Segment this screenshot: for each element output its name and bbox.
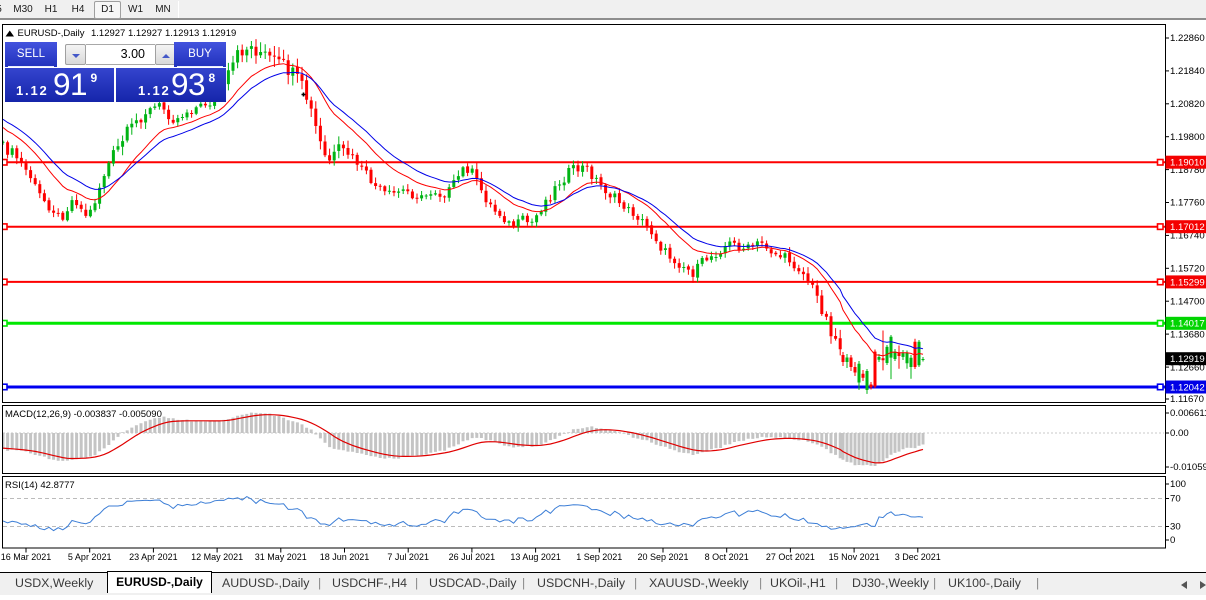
svg-text:MACD(12,26,9) -0.003837 -0.005: MACD(12,26,9) -0.003837 -0.005090 [5, 409, 162, 420]
svg-text:12 May 2021: 12 May 2021 [191, 552, 243, 562]
svg-text:31 May 2021: 31 May 2021 [255, 552, 307, 562]
svg-text:-0.010599: -0.010599 [1170, 462, 1206, 473]
svg-text:5 Apr 2021: 5 Apr 2021 [68, 552, 112, 562]
svg-text:RSI(14) 42.8777: RSI(14) 42.8777 [5, 480, 75, 491]
svg-text:1.12919: 1.12919 [1170, 354, 1205, 365]
svg-text:23 Apr 2021: 23 Apr 2021 [129, 552, 178, 562]
svg-text:1.14700: 1.14700 [1170, 296, 1205, 307]
svg-text:8 Oct 2021: 8 Oct 2021 [705, 552, 749, 562]
svg-text:13 Aug 2021: 13 Aug 2021 [510, 552, 561, 562]
svg-text:EURUSD-,Daily: EURUSD-,Daily [18, 28, 85, 39]
svg-text:0.00: 0.00 [1170, 428, 1189, 439]
svg-text:0.006611: 0.006611 [1170, 408, 1206, 419]
svg-text:1.12927 1.12927 1.12913 1.1291: 1.12927 1.12927 1.12913 1.12919 [91, 28, 236, 39]
svg-text:1.22860: 1.22860 [1170, 33, 1205, 44]
svg-text:70: 70 [1170, 494, 1181, 505]
svg-text:1.19010: 1.19010 [1170, 158, 1205, 169]
svg-text:1.17012: 1.17012 [1170, 222, 1205, 233]
svg-text:27 Oct 2021: 27 Oct 2021 [766, 552, 815, 562]
svg-text:0: 0 [1170, 535, 1175, 546]
svg-text:1.20820: 1.20820 [1170, 99, 1205, 110]
svg-text:18 Jun 2021: 18 Jun 2021 [320, 552, 370, 562]
svg-text:100: 100 [1170, 479, 1186, 490]
svg-text:15 Nov 2021: 15 Nov 2021 [829, 552, 880, 562]
svg-text:1.11670: 1.11670 [1170, 394, 1204, 405]
svg-text:16 Mar 2021: 16 Mar 2021 [1, 552, 52, 562]
svg-text:1.14017: 1.14017 [1170, 319, 1205, 330]
svg-text:3 Dec 2021: 3 Dec 2021 [895, 552, 941, 562]
svg-text:1.13680: 1.13680 [1170, 329, 1205, 340]
svg-text:1.19800: 1.19800 [1170, 132, 1205, 143]
svg-text:30: 30 [1170, 522, 1181, 533]
svg-text:1 Sep 2021: 1 Sep 2021 [576, 552, 622, 562]
svg-text:1.15299: 1.15299 [1170, 277, 1205, 288]
svg-text:26 Jul 2021: 26 Jul 2021 [449, 552, 496, 562]
svg-text:1.21840: 1.21840 [1170, 66, 1205, 77]
svg-text:20 Sep 2021: 20 Sep 2021 [637, 552, 688, 562]
svg-text:1.12042: 1.12042 [1170, 382, 1205, 393]
svg-text:1.15720: 1.15720 [1170, 264, 1205, 275]
svg-text:7 Jul 2021: 7 Jul 2021 [387, 552, 429, 562]
svg-text:1.17760: 1.17760 [1170, 198, 1205, 209]
